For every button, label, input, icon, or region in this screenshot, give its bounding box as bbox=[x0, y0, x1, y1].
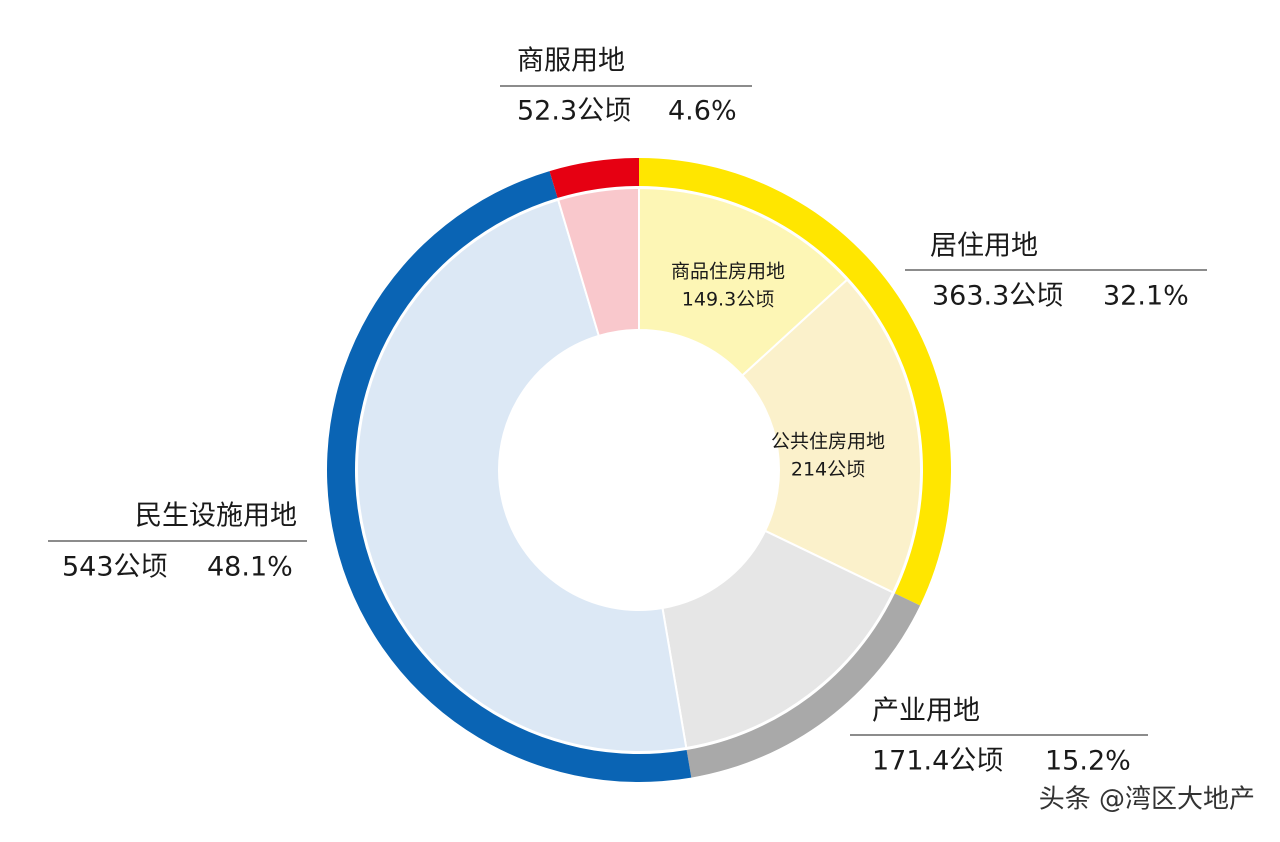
value-label: 171.4公顷 bbox=[872, 746, 1003, 777]
sub-label: 商品住房用地 bbox=[671, 261, 785, 283]
percent-label: 32.1% bbox=[1103, 281, 1189, 312]
watermark: 头条 @湾区大地产 bbox=[1039, 785, 1255, 815]
value-label: 363.3公顷 bbox=[932, 281, 1063, 312]
category-label: 居住用地 bbox=[930, 231, 1038, 262]
percent-label: 48.1% bbox=[207, 552, 293, 583]
value-label: 52.3公顷 bbox=[517, 96, 631, 127]
percent-label: 15.2% bbox=[1045, 746, 1131, 777]
sub-value-label: 214公顷 bbox=[791, 459, 865, 481]
inner-segment bbox=[661, 529, 895, 750]
inner-segment bbox=[356, 198, 688, 753]
inner-segment bbox=[638, 186, 849, 377]
value-label: 543公顷 bbox=[62, 552, 168, 583]
outer-segment bbox=[639, 158, 952, 606]
inner-segment bbox=[740, 278, 922, 594]
category-label: 产业用地 bbox=[872, 696, 980, 727]
percent-label: 4.6% bbox=[668, 96, 737, 127]
outer-segment bbox=[686, 593, 921, 778]
sub-value-label: 149.3公顷 bbox=[682, 289, 774, 311]
category-label: 民生设施用地 bbox=[135, 501, 297, 532]
sub-label: 公共住房用地 bbox=[771, 431, 885, 453]
inner-segment bbox=[556, 186, 640, 338]
category-label: 商服用地 bbox=[517, 46, 625, 77]
outer-segment bbox=[549, 158, 639, 198]
